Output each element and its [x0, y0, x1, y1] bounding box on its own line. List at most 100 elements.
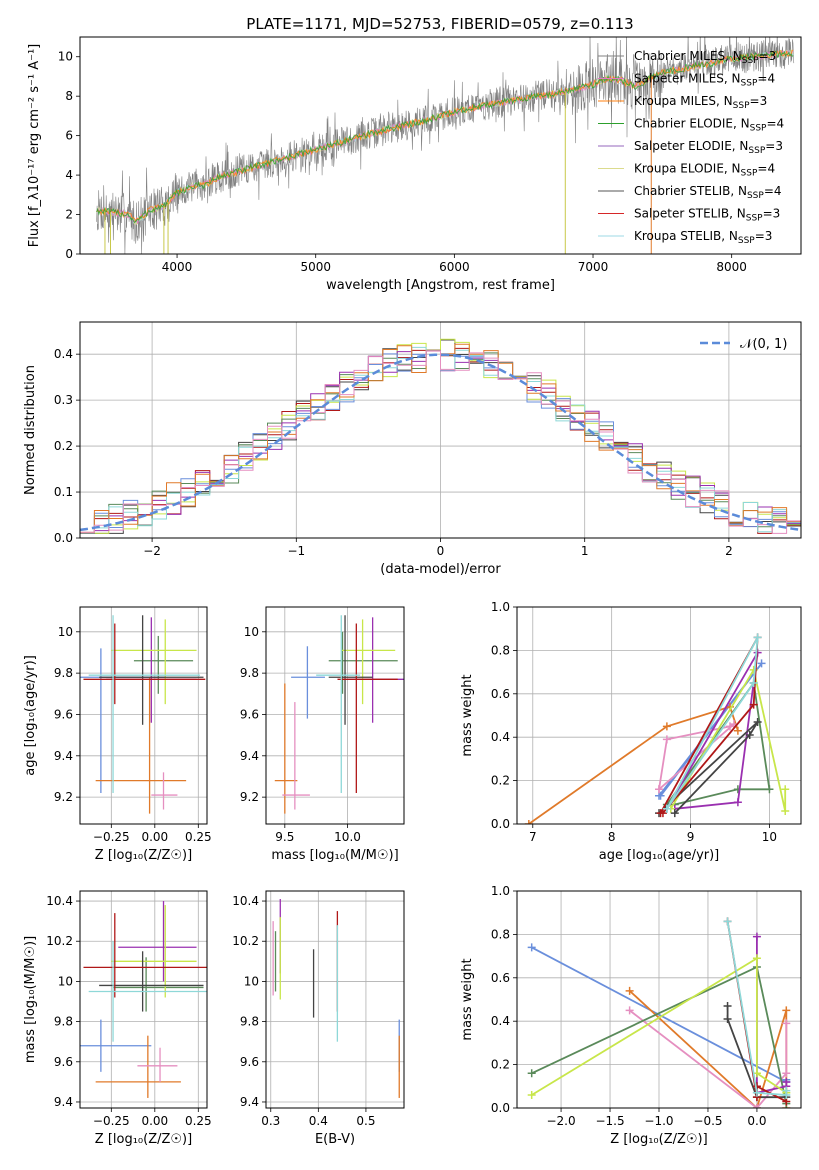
mass-weight-marker	[723, 1002, 732, 1011]
x-tick-label: 8000	[716, 260, 747, 274]
y-axis-label: age [log₁₀(age/yr)]	[23, 655, 38, 776]
x-tick-label: −0.25	[93, 830, 130, 844]
legend-entry: Salpeter ELODIE, NSSP=3	[634, 139, 783, 156]
legend: 𝒩(0, 1)	[700, 337, 787, 352]
mass-weight-marker	[662, 735, 671, 744]
x-axis-label: mass [log₁₀(M/M☉)]	[271, 848, 398, 863]
y-tick-label: 0.0	[491, 817, 510, 831]
mass-weight-line	[659, 636, 759, 814]
axes-frame	[265, 890, 405, 1109]
mass-weight-marker	[625, 986, 634, 995]
panel-residuals: −2 −1 0 1 2 0.0 0.1 0.2 0.3 0.4 (data-model)/error…	[23, 321, 802, 577]
y-tick-label: 10.2	[232, 934, 259, 948]
y-tick-label: 0.8	[491, 643, 510, 657]
y-tick-label: 6	[65, 129, 73, 143]
x-tick-label: 7000	[578, 260, 609, 274]
plot-area	[80, 901, 207, 1098]
axes-frame	[79, 36, 802, 255]
mass-weight-marker	[752, 1104, 761, 1108]
axes-frame	[265, 606, 405, 825]
mass-weight-marker	[757, 659, 766, 668]
legend-entry-rest: =3	[755, 229, 773, 243]
x-axis-label: E(B-V)	[315, 1132, 355, 1147]
y-tick-label: 9.6	[54, 1055, 73, 1069]
panel-age_vs_Z: −0.25 0.00 0.25 9.2 9.4 9.6 9.8 10 Z [log₁₀(Z/Z☉…	[23, 606, 212, 863]
y-tick-label: 0.0	[491, 1101, 510, 1115]
legend-entry-rest: =3	[765, 139, 783, 153]
mass-weight-marker	[527, 943, 536, 952]
mass-weight-marker	[524, 820, 533, 824]
y-tick-label: 9.8	[240, 666, 259, 680]
x-tick-label: −0.25	[93, 1114, 130, 1128]
panel-spectrum: 4000 5000 6000 7000 8000 0 2 4 6 8 10 wavelength [A…	[27, 36, 802, 293]
mass-weight-marker	[782, 1019, 791, 1028]
mass-weight-marker	[782, 1069, 791, 1078]
legend-subscript: SSP	[733, 101, 750, 111]
mass-weight-line	[666, 636, 759, 810]
mass-weight-marker	[749, 700, 758, 709]
mass-weight-marker	[782, 1006, 791, 1015]
legend-entry-rest: =3	[763, 207, 781, 221]
y-tick-label: 10.2	[46, 934, 73, 948]
x-tick-label: 0.5	[356, 1114, 375, 1128]
mass-weight-marker	[662, 722, 671, 731]
x-tick-label: 0.4	[309, 1114, 328, 1128]
mass-weight-marker	[723, 1015, 732, 1024]
y-tick-label: 10	[244, 625, 259, 639]
y-tick-label: 0.6	[491, 971, 510, 985]
x-tick-label: 4000	[162, 260, 193, 274]
y-tick-label: 10	[58, 974, 73, 988]
legend-subscript: SSP	[746, 214, 763, 224]
axes-frame	[79, 890, 208, 1109]
x-tick-label: −1.5	[595, 1114, 624, 1128]
panel-mass_vs_Z: −0.25 0.00 0.25 9.4 9.6 9.8 10 10.2 10.4 Z [log₁₀…	[23, 890, 212, 1147]
y-tick-label: 8	[65, 89, 73, 103]
plot-area	[96, 37, 795, 254]
mass-weight-marker	[655, 785, 663, 794]
legend-subscript: SSP	[738, 236, 755, 246]
x-tick-label: 0.00	[141, 1114, 168, 1128]
x-tick-label: 0	[437, 544, 445, 558]
x-tick-label: 1	[581, 544, 589, 558]
mass-weight-marker	[782, 1077, 791, 1086]
mass-weight-line	[531, 956, 787, 1096]
x-tick-label: 9	[687, 830, 695, 844]
panel-mass_weight_vs_Z: −2.0 −1.5 −1.0 −0.5 0.0 0.0 0.2 0.4 0.6 0.8 1.0 Z […	[460, 884, 802, 1147]
mass-weight-marker	[753, 633, 762, 642]
x-tick-label: 10.0	[334, 830, 361, 844]
mass-weight-marker	[765, 785, 774, 794]
normal-curve	[80, 353, 799, 532]
y-tick-label: 1.0	[491, 884, 510, 898]
legend-subscript: SSP	[741, 79, 758, 89]
legend-entry-rest: =3	[759, 49, 777, 63]
mass-weight-marker	[733, 798, 742, 807]
y-tick-label: 0.6	[491, 687, 510, 701]
mass-weight-marker	[625, 1006, 634, 1015]
axes-frame	[516, 606, 802, 825]
mass-weight-marker	[781, 806, 790, 815]
x-axis-label: wavelength [Angstrom, rest frame]	[326, 278, 555, 293]
legend-entry-rest: =3	[750, 94, 768, 108]
x-tick-label: 0.25	[185, 830, 212, 844]
panel-mass_vs_ebv: 0.3 0.4 0.5 9.4 9.6 9.8 10 10.2 10.4 E(B-V)	[232, 890, 405, 1147]
y-tick-label: 0.2	[491, 774, 510, 788]
y-tick-label: 9.2	[54, 790, 73, 804]
mass-weight-marker	[658, 809, 667, 818]
y-tick-label: 9.4	[240, 749, 259, 763]
y-tick-label: 10.4	[46, 894, 73, 908]
model-spectrum-line	[96, 50, 794, 224]
plot-area	[272, 899, 400, 1098]
x-tick-label: −2.0	[546, 1114, 575, 1128]
y-tick-label: 10	[244, 974, 259, 988]
residual-histogram	[80, 338, 801, 534]
y-tick-label: 10	[58, 50, 73, 64]
x-axis-label: (data-model)/error	[380, 562, 501, 577]
panel-mass_weight_vs_age: 7 8 9 10 0.0 0.2 0.4 0.6 0.8 1.0 age [log₁₀(age/yr…	[460, 600, 802, 863]
x-tick-label: 0.3	[261, 1114, 280, 1128]
y-tick-label: 0.3	[54, 393, 73, 407]
y-tick-label: 9.4	[54, 1095, 73, 1109]
legend-entry-rest: =4	[757, 162, 775, 176]
legend: Chabrier MILES, NSSP=3 Salpeter MILES, NS…	[598, 49, 784, 246]
figure-title: PLATE=1171, MJD=52753, FIBERID=0579, z=0…	[246, 15, 633, 33]
y-axis-label: mass weight	[460, 958, 475, 1040]
